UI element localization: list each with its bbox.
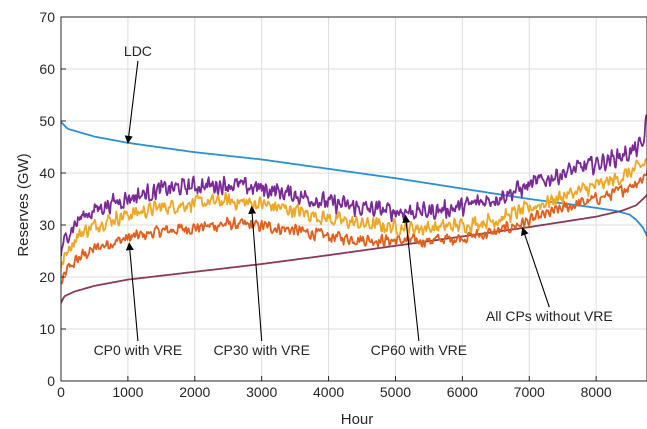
y-tick-label: 70	[39, 9, 55, 25]
x-tick-label: 5000	[380, 384, 411, 400]
x-tick-label: 6000	[447, 384, 478, 400]
x-tick-label: 1000	[112, 384, 143, 400]
tick-labels: 0 1000 2000 3000 4000 5000 6000 7000 8000 0 10 20 30…	[39, 9, 612, 400]
annotation-label: CP0 with VRE	[94, 342, 183, 358]
x-tick-label: 2000	[179, 384, 210, 400]
series-line-cp30-with-vre	[61, 158, 647, 269]
series-layer	[61, 113, 647, 304]
annotations: LDC CP0 with VRE CP30 with VRE CP60 with VR…	[94, 43, 613, 358]
y-tick-label: 60	[39, 61, 55, 77]
x-tick-label: 3000	[246, 384, 277, 400]
series-line-all-cps-without-vre	[61, 194, 647, 304]
x-tick-label: 8000	[581, 384, 612, 400]
annotation-arrow	[248, 205, 263, 342]
x-tick-label: 7000	[514, 384, 545, 400]
annotation-arrow	[124, 60, 139, 144]
annotation-label: LDC	[124, 43, 152, 59]
annotation-arrow	[521, 227, 550, 308]
y-tick-label: 50	[39, 113, 55, 129]
plot-background	[61, 17, 647, 381]
annotation-label: CP30 with VRE	[213, 342, 309, 358]
axes-box	[60, 16, 647, 382]
y-tick-label: 40	[39, 165, 55, 181]
annotation-label: CP60 with VRE	[371, 342, 467, 358]
y-tick-label: 20	[39, 269, 55, 285]
annotation-label: All CPs without VRE	[486, 308, 613, 324]
x-axis-label: Hour	[341, 411, 374, 428]
y-tick-label: 30	[39, 217, 55, 233]
series-line-cp0-with-vre	[61, 170, 647, 285]
y-axis-label: Reserves (GW)	[15, 153, 32, 256]
x-tick-label: 0	[57, 384, 65, 400]
series-line-cp60-with-vre	[61, 113, 647, 257]
axes	[60, 16, 647, 382]
annotation-arrow	[402, 214, 420, 342]
y-tick-label: 0	[47, 373, 55, 389]
annotation-arrow	[125, 242, 139, 342]
x-tick-label: 4000	[313, 384, 344, 400]
y-tick-label: 10	[39, 321, 55, 337]
